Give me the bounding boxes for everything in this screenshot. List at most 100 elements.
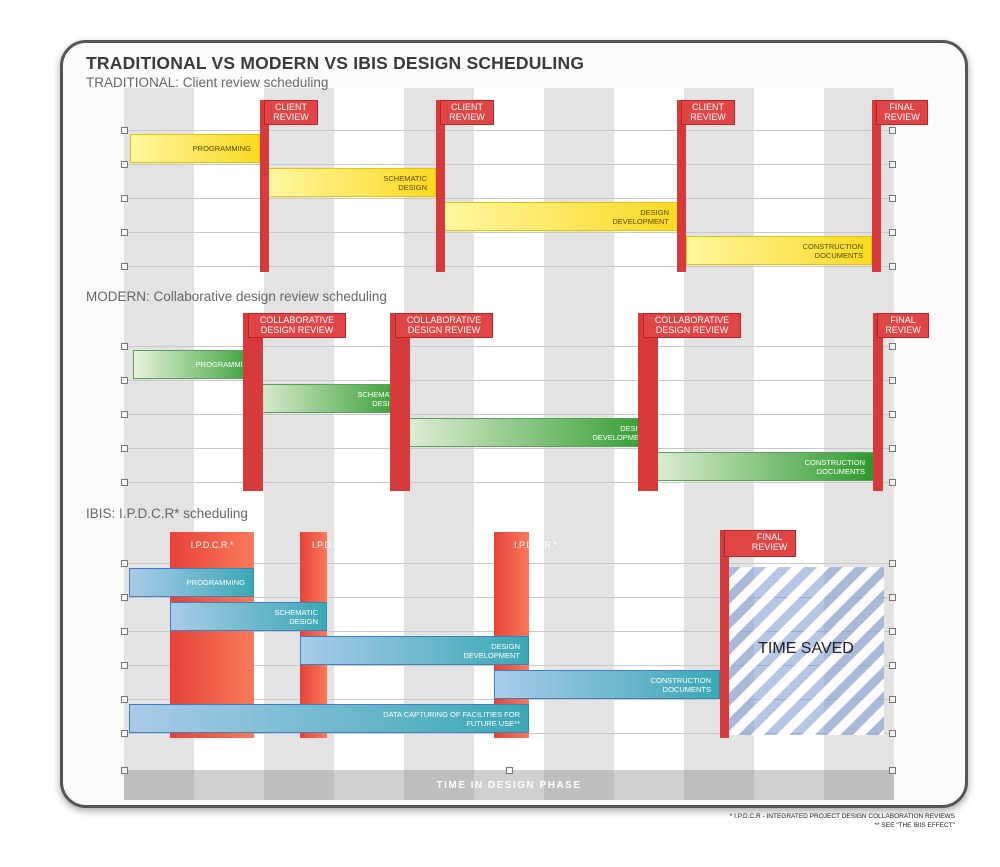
ipdcr-review-block <box>494 532 529 738</box>
row-marker <box>889 343 896 350</box>
time-axis-label: TIME IN DESIGN PHASE <box>436 780 582 791</box>
phase-label: DESIGN DEVELOPMENT <box>463 641 520 660</box>
row-marker <box>121 229 128 236</box>
phase-label: PROGRAMMING <box>186 578 245 587</box>
review-pole <box>872 100 881 272</box>
footnote-ipdcr: * I.P.D.C.R - INTEGRATED PROJECT DESIGN … <box>729 813 955 820</box>
time-saved-label: TIME SAVED <box>758 640 854 657</box>
row-marker <box>889 662 896 669</box>
client-review-flag: CLIENT REVIEW <box>264 100 318 125</box>
phase-label: DESIGN DEVELOPMENT <box>612 207 669 226</box>
axis-marker <box>889 767 896 774</box>
axis-marker <box>506 767 513 774</box>
phase-label: SCHEMATIC DESIGN <box>274 607 318 626</box>
review-pole <box>720 530 729 738</box>
collaborative-review-flag: COLLABORATIVE DESIGN REVIEW <box>248 313 346 338</box>
grid-line <box>124 198 894 199</box>
client-review-flag: CLIENT REVIEW <box>681 100 735 125</box>
row-marker <box>121 377 128 384</box>
phase-bar-design-development: DESIGN DEVELOPMENT <box>300 636 529 665</box>
ipdcr-review-label: I.P.D.C.R.* <box>190 540 234 550</box>
row-marker <box>121 195 128 202</box>
row-marker <box>121 343 128 350</box>
phase-label: PROGRAMMING <box>195 360 254 369</box>
row-marker <box>121 696 128 703</box>
row-marker <box>889 411 896 418</box>
review-pole <box>873 313 883 491</box>
axis-marker <box>121 767 128 774</box>
section-heading-modern: MODERN: Collaborative design review sche… <box>86 289 387 304</box>
phase-bar-construction-documents: CONSTRUCTION DOCUMENTS <box>640 452 874 481</box>
grid-line <box>124 414 894 415</box>
row-marker <box>121 662 128 669</box>
grid-line <box>124 448 894 449</box>
phase-bar-programming: PROGRAMMING <box>129 568 254 597</box>
final-review-flag: FINAL REVIEW <box>724 530 796 557</box>
ipdcr-review-block <box>170 532 254 738</box>
row-marker <box>889 560 896 567</box>
phase-label: SCHEMATIC DESIGN <box>383 173 427 192</box>
review-pole <box>390 313 410 491</box>
phase-label: DESIGN DEVELOPMENT <box>592 423 649 442</box>
phase-bar-design-development: DESIGN DEVELOPMENT <box>444 202 678 231</box>
phase-bar-programming: PROGRAMMING <box>133 350 263 379</box>
phase-bar-construction-documents: CONSTRUCTION DOCUMENTS <box>686 236 872 265</box>
row-marker <box>121 560 128 567</box>
grid-line <box>124 164 894 165</box>
row-marker <box>121 628 128 635</box>
phase-bar-schematic-design: SCHEMATIC DESIGN <box>245 384 410 413</box>
diagram-title: TRADITIONAL VS MODERN VS IBIS DESIGN SCH… <box>86 53 585 73</box>
row-marker <box>889 229 896 236</box>
phase-bar-schematic-design: SCHEMATIC DESIGN <box>268 168 436 197</box>
phase-label: CONSTRUCTION DOCUMENTS <box>650 675 711 694</box>
review-pole <box>677 100 686 272</box>
grid-line <box>124 266 894 267</box>
row-marker <box>121 479 128 486</box>
phase-label: CONSTRUCTION DOCUMENTS <box>802 241 863 260</box>
ipdcr-review-block <box>300 532 327 738</box>
ipdcr-review-label: I.P.D.C.R.* <box>312 540 355 550</box>
row-marker <box>889 161 896 168</box>
row-marker <box>889 377 896 384</box>
review-pole <box>638 313 658 491</box>
review-pole <box>260 100 269 272</box>
review-pole <box>243 313 263 491</box>
grid-line <box>124 482 894 483</box>
phase-label: PROGRAMMING <box>192 144 251 153</box>
row-marker <box>889 730 896 737</box>
phase-bar-data-capturing: DATA CAPTURING OF FACILITIES FOR FUTURE … <box>129 704 529 733</box>
row-marker <box>121 594 128 601</box>
row-marker <box>121 263 128 270</box>
time-saved-area <box>728 567 884 735</box>
phase-bar-schematic-design: SCHEMATIC DESIGN <box>170 602 327 631</box>
phase-label: CONSTRUCTION DOCUMENTS <box>804 457 865 476</box>
row-marker <box>121 127 128 134</box>
final-review-flag: FINAL REVIEW <box>876 100 928 125</box>
row-marker <box>889 195 896 202</box>
final-review-flag: FINAL REVIEW <box>877 313 929 338</box>
collaborative-review-flag: COLLABORATIVE DESIGN REVIEW <box>395 313 493 338</box>
row-marker <box>121 161 128 168</box>
footnote-ibis-effect: ** SEE "THE IBIS EFFECT" <box>874 822 955 829</box>
time-axis-band <box>124 770 894 800</box>
row-marker <box>889 594 896 601</box>
row-marker <box>889 263 896 270</box>
ipdcr-review-label: I.P.D.C.R.* <box>514 540 557 550</box>
phase-label: SCHEMATIC DESIGN <box>357 389 401 408</box>
section-heading-traditional: TRADITIONAL: Client review scheduling <box>86 75 329 90</box>
phase-bar-construction-documents: CONSTRUCTION DOCUMENTS <box>494 670 720 699</box>
row-marker <box>121 411 128 418</box>
row-marker <box>889 628 896 635</box>
row-marker <box>121 730 128 737</box>
phase-bar-programming: PROGRAMMING <box>130 134 260 163</box>
grid-line <box>124 380 894 381</box>
grid-line <box>124 346 894 347</box>
row-marker <box>889 696 896 703</box>
review-pole <box>436 100 445 272</box>
row-marker <box>121 445 128 452</box>
phase-label: DATA CAPTURING OF FACILITIES FOR FUTURE … <box>383 709 520 728</box>
row-marker <box>889 479 896 486</box>
section-heading-ibis: IBIS: I.P.D.C.R* scheduling <box>86 506 248 521</box>
row-marker <box>889 127 896 134</box>
row-marker <box>889 445 896 452</box>
